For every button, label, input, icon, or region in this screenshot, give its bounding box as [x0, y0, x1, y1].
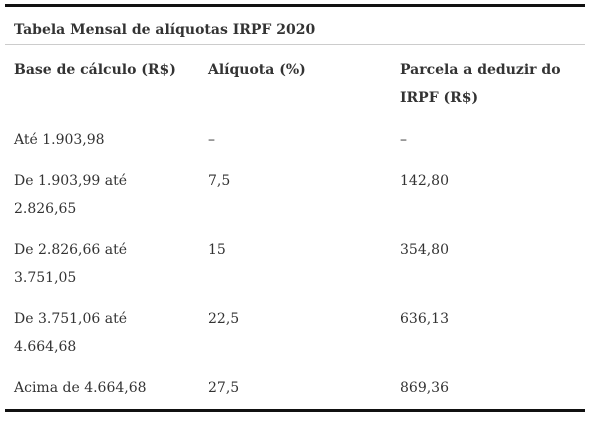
- header-row: Base de cálculo (R$) Alíquota (%) Parcela …: [5, 45, 585, 120]
- table-cell: 354,80: [400, 242, 449, 258]
- table-cell: –: [208, 132, 215, 148]
- table-cell: De 1.903,99 até 2.826,65: [14, 173, 128, 217]
- table-row: Acima de 4.664,68 27,5 869,36: [5, 368, 585, 409]
- table-container: Tabela Mensal de alíquotas IRPF 2020 Bas…: [5, 4, 585, 412]
- table-cell: 7,5: [208, 173, 231, 189]
- table-cell: 22,5: [208, 311, 240, 327]
- table-body: Até 1.903,98 – – De 1.903,99 até 2.826,65 7,…: [5, 120, 585, 409]
- table-cell: –: [400, 132, 407, 148]
- header-cell: Alíquota (%): [208, 62, 306, 78]
- table-row: De 1.903,99 até 2.826,65 7,5 142,80: [5, 161, 585, 230]
- table-row: Até 1.903,98 – –: [5, 120, 585, 161]
- table-cell: 869,36: [400, 380, 449, 396]
- header-cell: Parcela a deduzir do IRPF (R$): [400, 62, 561, 106]
- table: Base de cálculo (R$) Alíquota (%) Parcela …: [5, 45, 585, 409]
- table-cell: Até 1.903,98: [14, 132, 105, 148]
- table-row: De 3.751,06 até 4.664,68 22,5 636,13: [5, 299, 585, 368]
- table-cell: De 2.826,66 até 3.751,05: [14, 242, 128, 286]
- table-cell: Acima de 4.664,68: [14, 380, 147, 396]
- table-title: Tabela Mensal de alíquotas IRPF 2020: [5, 7, 585, 45]
- table-cell: 636,13: [400, 311, 449, 327]
- table-cell: 27,5: [208, 380, 240, 396]
- table-cell: De 3.751,06 até 4.664,68: [14, 311, 128, 355]
- table-cell: 15: [208, 242, 226, 258]
- header-cell: Base de cálculo (R$): [14, 62, 176, 78]
- table-cell: 142,80: [400, 173, 449, 189]
- table-row: De 2.826,66 até 3.751,05 15 354,80: [5, 230, 585, 299]
